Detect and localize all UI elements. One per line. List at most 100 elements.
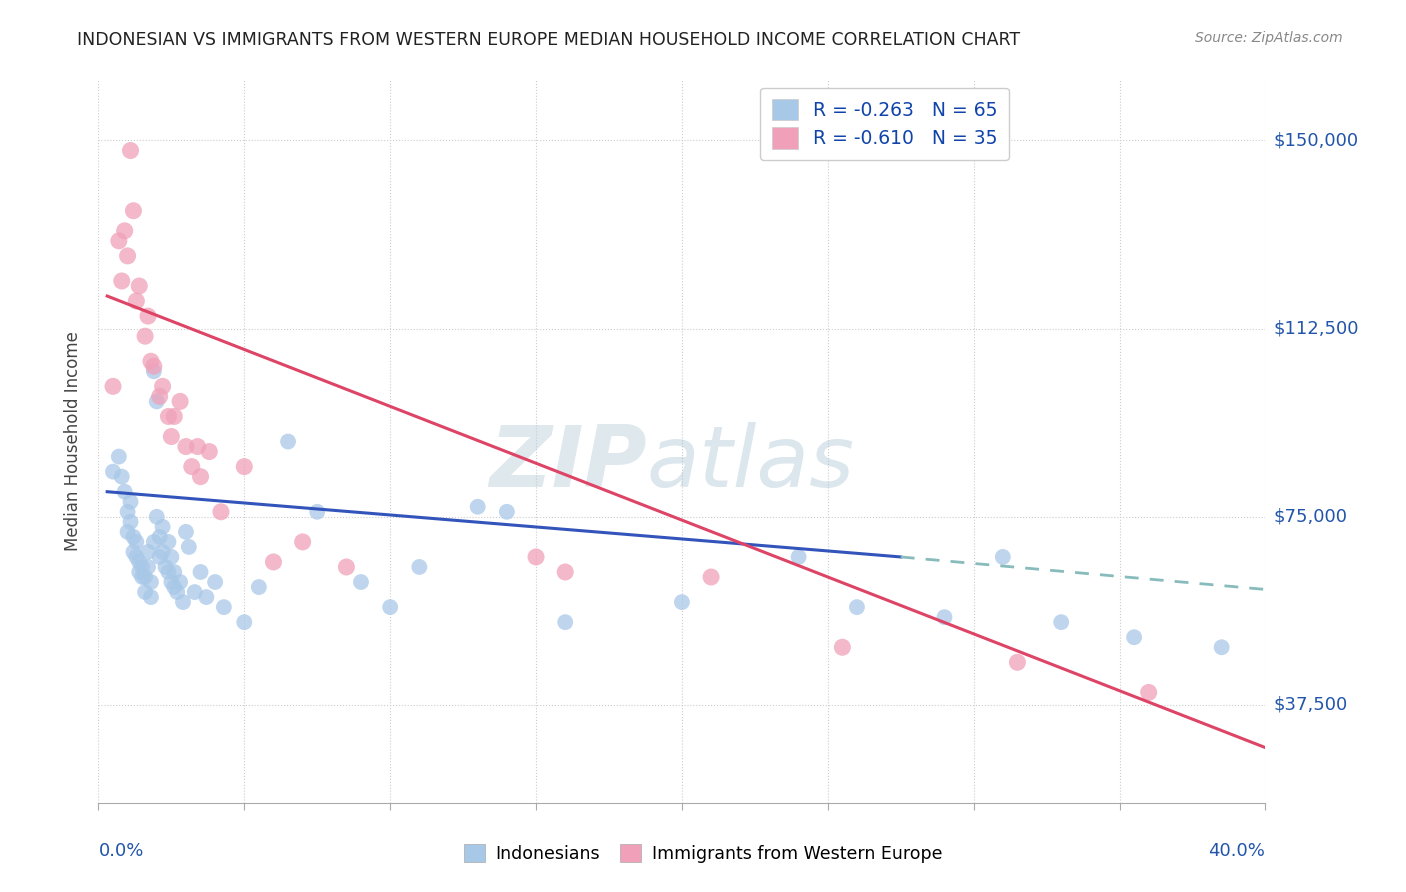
- Point: [174, 440, 197, 454]
- Point: [380, 600, 402, 615]
- Y-axis label: Median Household Income: Median Household Income: [65, 332, 83, 551]
- Point: [846, 600, 869, 615]
- Point: [122, 530, 145, 544]
- Point: [177, 540, 200, 554]
- Point: [157, 534, 180, 549]
- Point: [277, 434, 299, 449]
- Point: [139, 354, 162, 368]
- Text: ZIP: ZIP: [489, 422, 647, 505]
- Point: [149, 389, 172, 403]
- Point: [139, 590, 162, 604]
- Point: [190, 565, 212, 579]
- Text: $37,500: $37,500: [1274, 696, 1348, 714]
- Point: [136, 560, 159, 574]
- Point: [101, 379, 124, 393]
- Text: Source: ZipAtlas.com: Source: ZipAtlas.com: [1195, 31, 1343, 45]
- Point: [136, 545, 159, 559]
- Point: [233, 459, 256, 474]
- Point: [190, 469, 212, 483]
- Point: [291, 534, 314, 549]
- Point: [204, 574, 226, 589]
- Point: [120, 144, 142, 158]
- Point: [108, 450, 131, 464]
- Point: [350, 574, 373, 589]
- Point: [554, 565, 576, 579]
- Point: [152, 379, 174, 393]
- Point: [157, 409, 180, 424]
- Point: [991, 549, 1014, 564]
- Point: [108, 234, 131, 248]
- Point: [111, 274, 134, 288]
- Point: [831, 640, 853, 655]
- Point: [136, 309, 159, 323]
- Point: [212, 600, 235, 615]
- Point: [169, 394, 191, 409]
- Point: [262, 555, 284, 569]
- Point: [146, 394, 169, 409]
- Point: [408, 560, 430, 574]
- Text: $112,500: $112,500: [1274, 319, 1360, 338]
- Point: [160, 549, 183, 564]
- Point: [335, 560, 357, 574]
- Point: [125, 534, 148, 549]
- Point: [169, 574, 191, 589]
- Point: [1123, 630, 1146, 644]
- Point: [120, 515, 142, 529]
- Text: 0.0%: 0.0%: [98, 842, 143, 860]
- Point: [149, 549, 172, 564]
- Point: [152, 520, 174, 534]
- Legend: Indonesians, Immigrants from Western Europe: Indonesians, Immigrants from Western Eur…: [457, 838, 949, 870]
- Text: atlas: atlas: [647, 422, 855, 505]
- Point: [128, 555, 150, 569]
- Point: [139, 574, 162, 589]
- Point: [111, 469, 134, 483]
- Point: [146, 509, 169, 524]
- Point: [307, 505, 329, 519]
- Point: [157, 565, 180, 579]
- Point: [467, 500, 489, 514]
- Point: [131, 560, 153, 574]
- Point: [101, 465, 124, 479]
- Point: [125, 293, 148, 308]
- Point: [524, 549, 547, 564]
- Point: [934, 610, 956, 624]
- Point: [187, 440, 209, 454]
- Point: [155, 560, 177, 574]
- Point: [114, 224, 136, 238]
- Point: [1007, 655, 1029, 669]
- Point: [134, 570, 156, 584]
- Point: [247, 580, 270, 594]
- Point: [1050, 615, 1073, 630]
- Point: [180, 459, 202, 474]
- Point: [122, 203, 145, 218]
- Point: [1137, 685, 1160, 699]
- Text: $75,000: $75,000: [1274, 508, 1348, 525]
- Point: [198, 444, 221, 458]
- Point: [554, 615, 576, 630]
- Point: [128, 279, 150, 293]
- Point: [114, 484, 136, 499]
- Point: [166, 585, 188, 599]
- Point: [149, 530, 172, 544]
- Text: $150,000: $150,000: [1274, 131, 1358, 150]
- Point: [183, 585, 205, 599]
- Point: [787, 549, 810, 564]
- Point: [671, 595, 693, 609]
- Point: [209, 505, 232, 519]
- Point: [131, 570, 153, 584]
- Point: [163, 409, 186, 424]
- Point: [120, 494, 142, 508]
- Point: [117, 249, 139, 263]
- Point: [496, 505, 519, 519]
- Point: [163, 565, 186, 579]
- Legend: R = -0.263   N = 65, R = -0.610   N = 35: R = -0.263 N = 65, R = -0.610 N = 35: [761, 87, 1008, 160]
- Text: 40.0%: 40.0%: [1209, 842, 1265, 860]
- Text: INDONESIAN VS IMMIGRANTS FROM WESTERN EUROPE MEDIAN HOUSEHOLD INCOME CORRELATION: INDONESIAN VS IMMIGRANTS FROM WESTERN EU…: [77, 31, 1021, 49]
- Point: [152, 545, 174, 559]
- Point: [125, 549, 148, 564]
- Point: [700, 570, 723, 584]
- Point: [134, 329, 156, 343]
- Point: [128, 565, 150, 579]
- Point: [163, 580, 186, 594]
- Point: [174, 524, 197, 539]
